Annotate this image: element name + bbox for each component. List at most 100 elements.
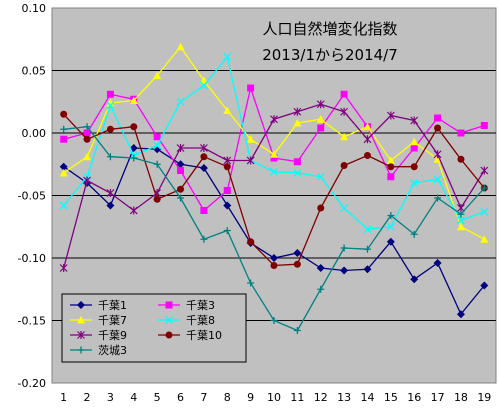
data-point bbox=[153, 195, 161, 203]
series-lines bbox=[59, 42, 489, 334]
data-point bbox=[340, 132, 349, 141]
series-5 bbox=[59, 100, 489, 272]
data-point bbox=[223, 201, 232, 210]
data-point bbox=[457, 210, 465, 218]
data-point bbox=[83, 176, 91, 185]
data-point bbox=[153, 71, 162, 79]
data-point bbox=[316, 115, 325, 123]
x-tick-label: 6 bbox=[177, 391, 184, 404]
data-point bbox=[293, 169, 302, 177]
x-tick-label: 15 bbox=[384, 391, 398, 404]
legend-box bbox=[61, 293, 247, 363]
data-point bbox=[200, 235, 208, 243]
data-point bbox=[83, 152, 92, 161]
data-point bbox=[340, 266, 349, 275]
data-point bbox=[457, 129, 465, 137]
data-point bbox=[247, 84, 255, 92]
x-tick-label: 13 bbox=[337, 391, 351, 404]
data-point bbox=[340, 162, 348, 169]
data-point bbox=[480, 184, 488, 192]
data-point bbox=[456, 216, 465, 225]
data-point bbox=[434, 124, 442, 132]
data-point bbox=[270, 115, 278, 124]
data-point bbox=[316, 100, 325, 109]
data-point bbox=[386, 237, 395, 246]
y-axis-ticks: 0.10 0.05 0.00 -0.05 -0.10 -0.15 -0.20 bbox=[18, 2, 46, 390]
data-point bbox=[480, 235, 489, 243]
data-point bbox=[247, 279, 255, 287]
data-point bbox=[293, 107, 302, 116]
y-tick-label: -0.15 bbox=[18, 315, 46, 328]
data-point bbox=[60, 110, 68, 118]
x-tick-label: 4 bbox=[130, 391, 137, 404]
data-point bbox=[386, 222, 395, 231]
data-point bbox=[106, 189, 115, 197]
data-point bbox=[153, 141, 162, 150]
x-tick-label: 1 bbox=[60, 391, 67, 404]
data-point bbox=[223, 106, 232, 114]
x-tick-label: 2 bbox=[84, 391, 91, 404]
data-point bbox=[340, 90, 348, 98]
data-point bbox=[77, 346, 85, 354]
x-axis-ticks: 1 2 3 4 5 6 7 8 9 10 11 12 13 14 15 16 17 18 19 bbox=[60, 391, 491, 404]
data-point bbox=[270, 150, 278, 158]
x-tick-label: 14 bbox=[360, 391, 374, 404]
data-point bbox=[199, 164, 208, 172]
data-point bbox=[246, 156, 255, 165]
x-tick-label: 10 bbox=[267, 391, 281, 404]
x-tick-label: 18 bbox=[454, 391, 468, 404]
data-point bbox=[363, 225, 372, 234]
data-point bbox=[223, 52, 232, 61]
data-point bbox=[77, 301, 85, 309]
data-point bbox=[177, 185, 185, 193]
legend-item: 千葉8 bbox=[158, 313, 215, 327]
x-tick-label: 9 bbox=[247, 391, 254, 404]
data-point bbox=[106, 101, 115, 110]
data-point bbox=[363, 152, 371, 159]
data-point bbox=[223, 227, 231, 234]
data-point bbox=[129, 96, 138, 104]
data-point bbox=[130, 154, 138, 162]
data-point bbox=[270, 262, 278, 269]
data-point bbox=[340, 204, 349, 212]
data-point bbox=[106, 99, 115, 107]
data-point bbox=[410, 163, 418, 171]
data-point bbox=[317, 285, 325, 293]
data-point bbox=[177, 194, 185, 202]
data-point bbox=[317, 204, 325, 212]
y-tick-label: -0.10 bbox=[18, 252, 46, 265]
chart-subtitle: 2013/1から2014/7 bbox=[262, 46, 398, 64]
data-point bbox=[480, 166, 489, 175]
data-point bbox=[410, 275, 419, 284]
data-point bbox=[480, 281, 489, 290]
data-point bbox=[434, 114, 442, 122]
legend-item: 千葉9 bbox=[70, 328, 127, 342]
data-point bbox=[83, 135, 91, 143]
data-point bbox=[59, 201, 68, 210]
data-point bbox=[270, 254, 278, 262]
y-tick-label: -0.05 bbox=[18, 190, 46, 203]
data-point bbox=[457, 204, 465, 212]
data-point bbox=[177, 167, 185, 174]
data-point bbox=[223, 163, 231, 171]
data-point bbox=[60, 125, 68, 133]
data-point bbox=[223, 156, 232, 165]
data-point bbox=[363, 265, 372, 274]
data-point bbox=[165, 301, 173, 309]
data-point bbox=[106, 125, 114, 133]
x-tick-label: 5 bbox=[154, 391, 161, 404]
data-point bbox=[77, 316, 85, 324]
data-point bbox=[83, 129, 91, 137]
data-point bbox=[293, 327, 301, 334]
data-point bbox=[293, 249, 302, 257]
legend-label: 千葉10 bbox=[186, 328, 222, 342]
data-point bbox=[456, 222, 465, 231]
legend-label: 千葉9 bbox=[98, 328, 127, 342]
x-tick-label: 19 bbox=[477, 391, 491, 404]
data-point bbox=[106, 153, 114, 161]
legend-label: 千葉3 bbox=[186, 298, 215, 312]
data-point bbox=[199, 81, 208, 90]
data-point bbox=[480, 122, 488, 129]
data-point bbox=[363, 122, 372, 131]
